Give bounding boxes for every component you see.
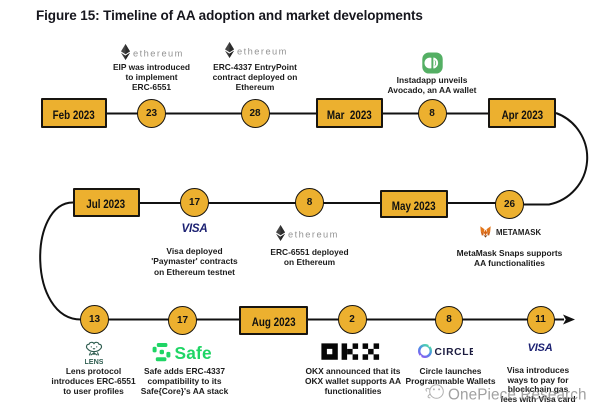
svg-text:CIRCLE: CIRCLE bbox=[435, 347, 474, 358]
svg-text:ethereum: ethereum bbox=[133, 49, 184, 59]
svg-text:Safe: Safe bbox=[175, 343, 212, 362]
svg-text:ethereum: ethereum bbox=[237, 47, 288, 57]
svg-text:METAMASK: METAMASK bbox=[496, 228, 542, 237]
svg-text:OnePiece Research: OnePiece Research bbox=[448, 386, 587, 403]
svg-text:LENS: LENS bbox=[85, 357, 103, 365]
svg-text:ethereum: ethereum bbox=[288, 230, 339, 240]
